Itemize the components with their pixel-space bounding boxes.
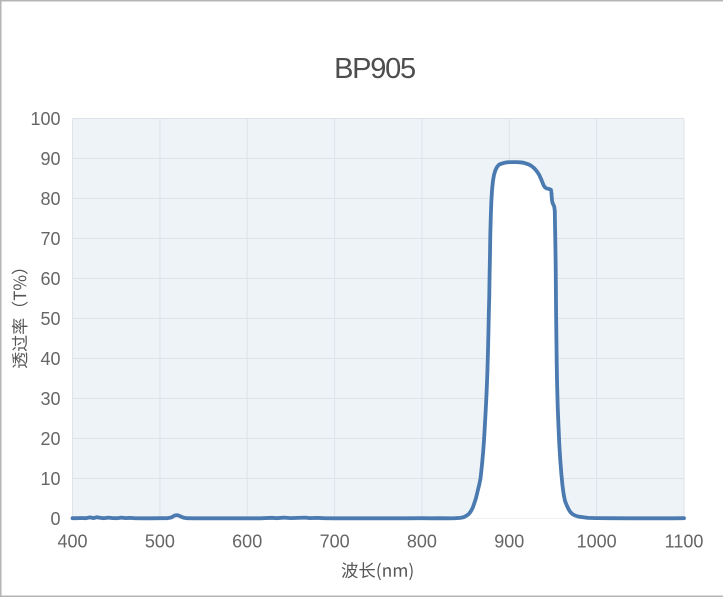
svg-text:700: 700 [320,532,350,552]
svg-text:1100: 1100 [665,532,704,552]
svg-text:80: 80 [40,189,60,209]
svg-text:500: 500 [145,532,175,552]
svg-text:30: 30 [40,389,60,409]
svg-text:0: 0 [50,509,60,529]
svg-text:900: 900 [494,532,524,552]
svg-text:50: 50 [40,309,60,329]
svg-text:20: 20 [40,429,60,449]
svg-text:100: 100 [30,109,60,129]
svg-text:60: 60 [40,269,60,289]
svg-text:600: 600 [232,532,262,552]
svg-text:800: 800 [407,532,437,552]
svg-text:1000: 1000 [577,532,617,552]
svg-text:90: 90 [40,149,60,169]
svg-text:40: 40 [40,349,60,369]
svg-text:70: 70 [40,229,60,249]
svg-text:BP905: BP905 [334,53,415,85]
svg-text:10: 10 [40,469,60,489]
svg-text:400: 400 [57,532,87,552]
